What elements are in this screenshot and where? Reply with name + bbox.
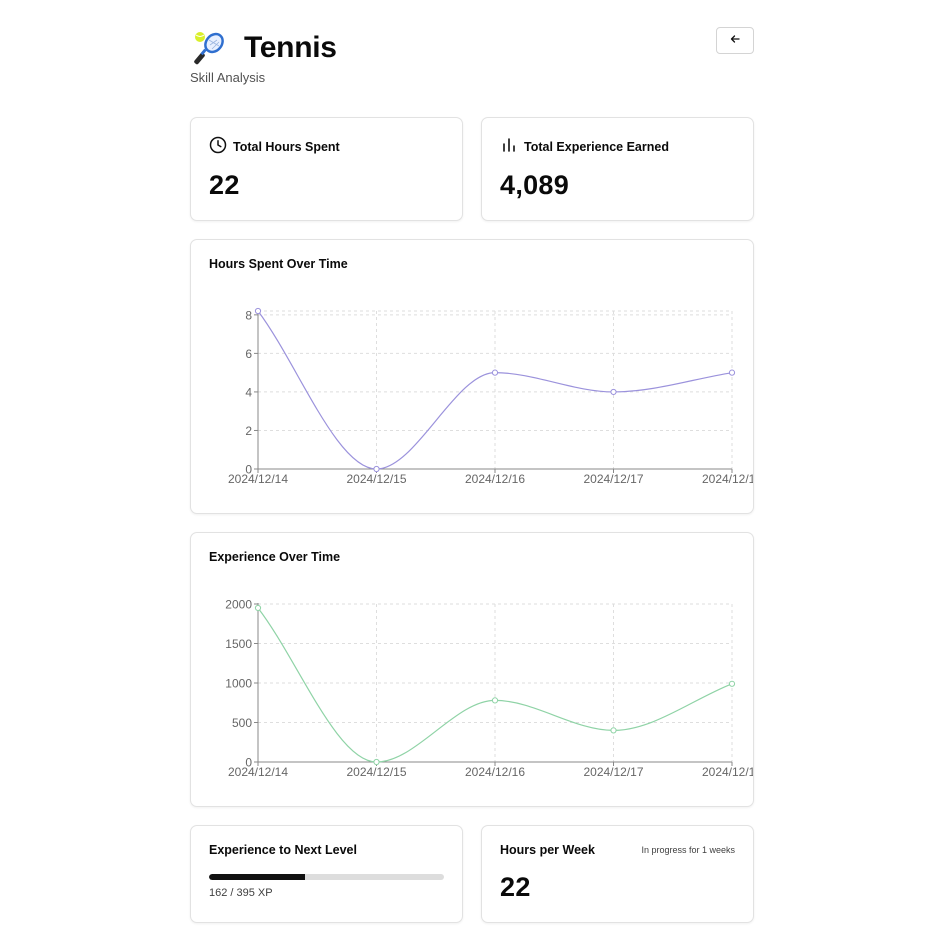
hours-x-tick-label: 2024/12/18: [702, 472, 753, 486]
experience-chart-title: Experience Over Time: [209, 550, 341, 564]
experience-line-chart: 0 500 1000 1500 2000 2024/12/14 2024/12/15 2024…: [225, 598, 753, 780]
hours-y-tick-label: 0: [245, 463, 252, 477]
total-experience-card: Total Experience Earned 4,089: [481, 117, 754, 221]
experience-data-point: [728, 680, 736, 687]
hours-line-chart: 0 2 4 6 8 2024/12/14 2024/12/15 2024/12/16 2024/…: [228, 307, 753, 486]
hours-chart-card: Hours Spent Over Time 0 2 4 6 8 2024/12/14 202…: [190, 239, 754, 514]
experience-chart-card: Experience Over Time 0 500 1000 1500 2000 202…: [190, 532, 754, 807]
experience-series-line: [257, 607, 733, 763]
hours-x-tick-label: 2024/12/17: [583, 472, 643, 486]
page-header: Tennis Skill Analysis: [190, 27, 754, 90]
total-experience-label: Total Experience Earned: [524, 139, 669, 154]
hours-per-week-card: Hours per Week In progress for 1 weeks 2…: [481, 825, 754, 923]
experience-x-tick-label: 2024/12/18: [702, 765, 753, 779]
hours-chart-title: Hours Spent Over Time: [209, 257, 348, 271]
experience-data-point: [610, 727, 617, 734]
experience-x-tick-label: 2024/12/14: [228, 765, 288, 779]
experience-x-tick-label: 2024/12/15: [346, 765, 406, 779]
hours-data-point: [254, 307, 262, 315]
experience-y-tick-label: 0: [245, 756, 252, 770]
back-button[interactable]: [716, 27, 754, 54]
bar-chart-icon: [500, 136, 524, 157]
arrow-left-icon: [729, 32, 741, 50]
experience-x-tick-label: 2024/12/16: [465, 765, 525, 779]
total-hours-card: Total Hours Spent 22: [190, 117, 463, 221]
next-level-label: Experience to Next Level: [209, 843, 357, 857]
experience-y-tick-label: 2000: [225, 598, 252, 612]
total-hours-label: Total Hours Spent: [233, 139, 340, 154]
title-row: Tennis: [190, 28, 337, 68]
next-level-progress-bar: [209, 874, 444, 880]
hours-data-point: [491, 369, 499, 376]
hours-per-week-label: Hours per Week: [500, 843, 595, 857]
hours-x-tick-label: 2024/12/15: [346, 472, 406, 486]
hours-data-point: [610, 388, 617, 396]
experience-y-tick-label: 500: [232, 716, 252, 730]
hours-x-tick-label: 2024/12/14: [228, 472, 288, 486]
next-level-progress-text: 162 / 395 XP: [209, 887, 273, 899]
in-progress-note: In progress for 1 weeks: [641, 845, 735, 855]
experience-data-point: [491, 697, 499, 704]
experience-y-tick-label: 1500: [225, 637, 252, 651]
total-experience-label-row: Total Experience Earned: [500, 136, 669, 157]
page-title: Tennis: [244, 31, 337, 64]
hours-data-point: [728, 369, 736, 376]
hours-per-week-value: 22: [500, 872, 531, 902]
experience-x-tick-label: 2024/12/17: [583, 765, 643, 779]
experience-data-point: [373, 758, 380, 766]
total-hours-value: 22: [209, 170, 240, 200]
next-level-card: Experience to Next Level 162 / 395 XP: [190, 825, 463, 923]
next-level-progress-fill: [209, 874, 306, 880]
hours-data-point: [373, 465, 380, 473]
hours-y-tick-label: 8: [245, 308, 252, 322]
experience-y-tick-label: 1000: [225, 677, 252, 691]
hours-x-tick-label: 2024/12/16: [465, 472, 525, 486]
hours-y-tick-label: 4: [245, 385, 252, 399]
page-subtitle: Skill Analysis: [190, 70, 266, 85]
clock-icon: [209, 136, 233, 157]
tennis-racket-icon: [190, 28, 230, 68]
hours-y-tick-label: 6: [245, 347, 252, 361]
hours-y-tick-label: 2: [245, 424, 252, 438]
experience-data-point: [254, 604, 262, 612]
hours-series-line: [257, 310, 733, 470]
total-experience-value: 4,089: [500, 170, 570, 200]
total-hours-label-row: Total Hours Spent: [209, 136, 340, 157]
